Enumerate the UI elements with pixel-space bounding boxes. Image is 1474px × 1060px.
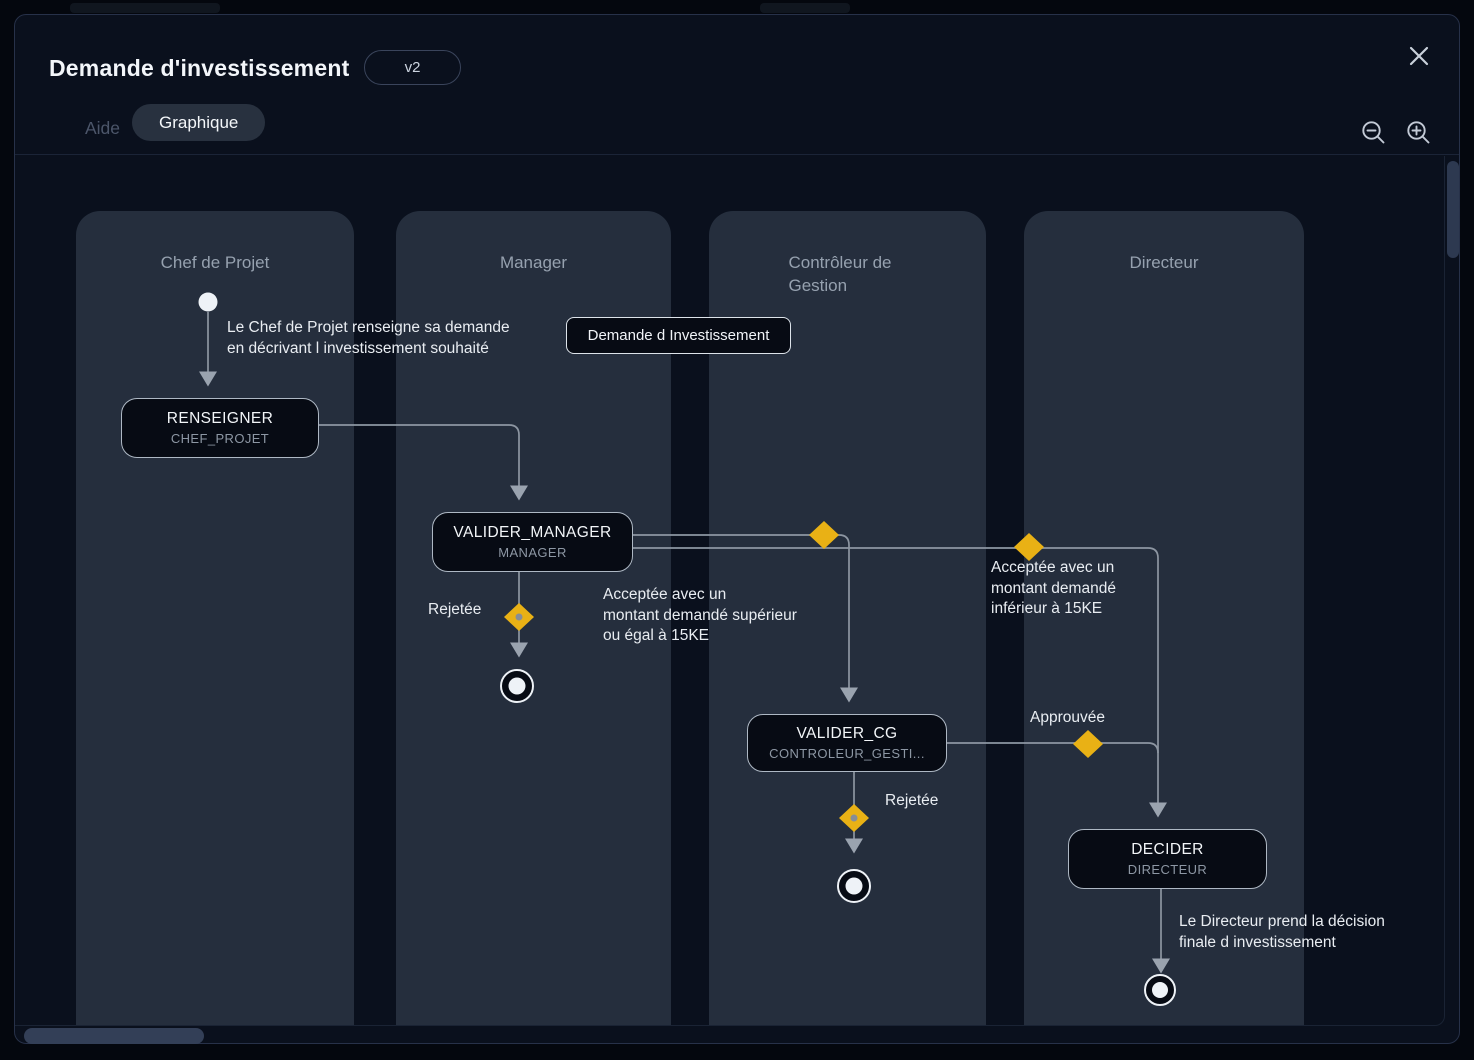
start-event[interactable]	[198, 292, 218, 312]
background-page-remnant	[760, 3, 850, 13]
close-button[interactable]	[1404, 41, 1434, 71]
gateway-dot	[850, 814, 858, 822]
lane-title: Contrôleur de Gestion	[788, 253, 892, 295]
label-approuvee: Approuvée	[1030, 709, 1105, 726]
diagram-canvas[interactable]: Chef de Projet Manager Contrôleur de Ges…	[15, 156, 1445, 1026]
annotation-directeur: Le Directeur prend la décision finale d …	[1179, 913, 1385, 951]
task-subtitle: CONTROLEUR_GESTI...	[769, 746, 925, 761]
lane-title: Directeur	[1129, 253, 1199, 272]
gateway-approuvee[interactable]	[1073, 730, 1103, 758]
horizontal-scrollbar-thumb[interactable]	[24, 1028, 204, 1044]
task-valider-manager[interactable]: VALIDER_MANAGER MANAGER	[432, 512, 633, 572]
task-subtitle: DIRECTEUR	[1127, 862, 1208, 877]
label-acceptee-inferieure: Acceptée avec un montant demandé inférie…	[991, 559, 1116, 617]
lane-title: Chef de Projet	[160, 253, 270, 272]
zoom-in-button[interactable]	[1403, 117, 1433, 147]
end-event-rejetee-cg[interactable]	[837, 869, 871, 903]
gateway-dot	[515, 613, 523, 621]
zoom-in-icon	[1406, 120, 1429, 143]
workflow-dialog: Demande d'investissement v2 Aide Graphiq…	[14, 14, 1460, 1044]
zoom-out-button[interactable]	[1358, 117, 1388, 147]
end-event-final[interactable]	[1144, 974, 1176, 1006]
end-event-rejetee-manager[interactable]	[500, 669, 534, 703]
task-subtitle: CHEF_PROJET	[170, 431, 270, 446]
lane-title: Manager	[499, 253, 568, 272]
dialog-title: Demande d'investissement	[49, 55, 350, 81]
flow-approuvee	[947, 742, 1159, 754]
artifact-label: Demande d Investissement	[587, 327, 770, 344]
task-valider-cg[interactable]: VALIDER_CG CONTROLEUR_GESTI...	[747, 714, 947, 772]
diagram-edges	[198, 292, 1176, 1006]
task-renseigner[interactable]: RENSEIGNER CHEF_PROJET	[121, 398, 319, 458]
tab-aide[interactable]: Aide	[85, 118, 121, 138]
close-icon	[1409, 46, 1429, 66]
vertical-scrollbar-thumb[interactable]	[1447, 161, 1459, 258]
zoom-out-icon	[1361, 120, 1384, 143]
background-page-remnant	[70, 3, 220, 13]
artifact-demande-investissement[interactable]: Demande d Investissement	[566, 317, 791, 354]
task-title: VALIDER_CG	[796, 725, 898, 742]
version-badge-label: v2	[404, 59, 421, 76]
label-rejetee-cg: Rejetée	[885, 792, 939, 809]
task-title: RENSEIGNER	[166, 410, 274, 427]
label-rejetee-manager: Rejetée	[428, 601, 482, 618]
label-acceptee-superieure: Acceptée avec un montant demandé supérie…	[603, 586, 797, 644]
dialog-header: Demande d'investissement v2 Aide Graphiq…	[15, 15, 1459, 155]
task-decider[interactable]: DECIDER DIRECTEUR	[1068, 829, 1267, 889]
task-title: VALIDER_MANAGER	[453, 524, 612, 541]
lane-chef-de-projet: Chef de Projet	[76, 211, 354, 1025]
flow-renseigner-to-valider-manager	[319, 424, 528, 501]
gateway-acceptee-inferieure[interactable]	[1014, 533, 1044, 561]
task-title: DECIDER	[1131, 841, 1204, 858]
flow-acceptee-inferieure	[633, 547, 1167, 818]
gateway-acceptee-superieure[interactable]	[809, 521, 839, 549]
annotation-renseigner: Le Chef de Projet renseigne sa demande e…	[227, 319, 510, 357]
version-badge: v2	[364, 50, 461, 85]
lane-directeur: Directeur	[1024, 211, 1304, 1025]
flow-acceptee-superieure	[633, 534, 858, 703]
tab-graphique[interactable]: Graphique	[132, 104, 266, 141]
task-subtitle: MANAGER	[498, 545, 567, 560]
